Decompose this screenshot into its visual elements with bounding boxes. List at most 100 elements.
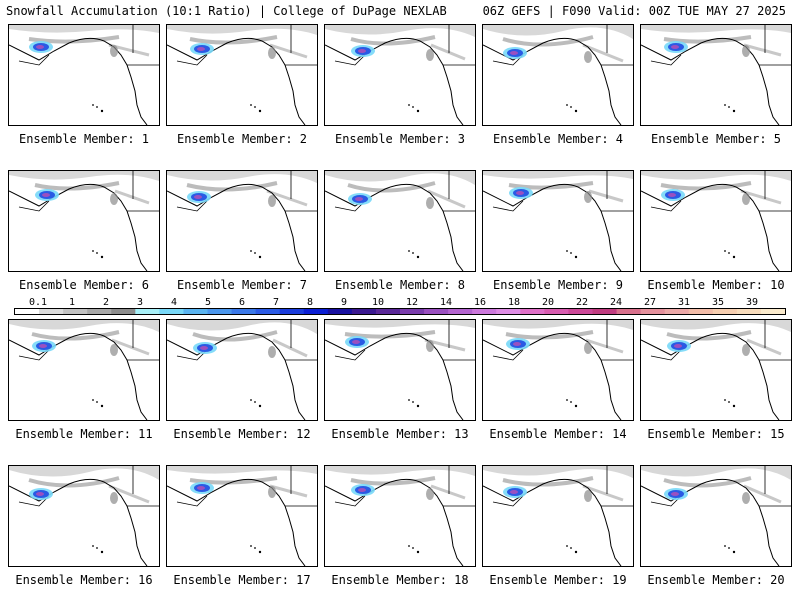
colorbar-swatch xyxy=(135,309,160,314)
snowfall-map xyxy=(166,24,318,126)
colorbar-swatch xyxy=(159,309,184,314)
colorbar-swatch xyxy=(15,309,40,314)
panel-label: Ensemble Member: 18 xyxy=(331,573,469,587)
colorbar-swatch xyxy=(472,309,497,314)
snowfall-map xyxy=(482,24,634,126)
panel-label: Ensemble Member: 6 xyxy=(18,278,150,292)
colorbar-swatch xyxy=(400,309,425,314)
colorbar-swatch xyxy=(712,309,738,314)
colorbar-tick-label: 0.1 xyxy=(28,297,48,308)
ensemble-panel-11: Ensemble Member: 11 xyxy=(8,319,160,448)
panel-label: Ensemble Member: 9 xyxy=(492,278,624,292)
colorbar-swatch xyxy=(424,309,449,314)
colorbar-swatch xyxy=(207,309,233,314)
colorbar-tick-label: 4 xyxy=(170,297,178,308)
ensemble-panel-8: Ensemble Member: 8 xyxy=(324,170,476,299)
colorbar-tick-label: 22 xyxy=(575,297,589,308)
colorbar-swatch xyxy=(111,309,136,314)
ensemble-panel-3: Ensemble Member: 3 xyxy=(324,24,476,153)
panel-label: Ensemble Member: 19 xyxy=(489,573,627,587)
colorbar-tick-label: 1 xyxy=(68,297,76,308)
snowfall-map xyxy=(640,319,792,421)
colorbar-tick-label: 10 xyxy=(371,297,385,308)
colorbar-swatch xyxy=(520,309,545,314)
ensemble-panel-18: Ensemble Member: 18 xyxy=(324,465,476,594)
colorbar-tick-label: 24 xyxy=(609,297,623,308)
colorbar-swatch xyxy=(375,309,401,314)
panel-label: Ensemble Member: 12 xyxy=(173,427,311,441)
snowfall-map xyxy=(8,24,160,126)
panel-label: Ensemble Member: 17 xyxy=(173,573,311,587)
colorbar-tick-label: 5 xyxy=(204,297,212,308)
panel-label: Ensemble Member: 14 xyxy=(489,427,627,441)
colorbar-tick-label: 31 xyxy=(677,297,691,308)
snowfall-map xyxy=(482,170,634,272)
snowfall-map xyxy=(482,465,634,567)
colorbar-swatch xyxy=(736,309,762,314)
colorbar-tick-label: 7 xyxy=(272,297,280,308)
colorbar-swatch xyxy=(592,309,618,314)
run-valid-time: 06Z GEFS | F090 Valid: 00Z TUE MAY 27 20… xyxy=(482,4,786,18)
ensemble-panel-15: Ensemble Member: 15 xyxy=(640,319,792,448)
snowfall-colorbar: 0.1 1 2 3 4 5 6 7 8 9 10 12 14 16 18 20 22 24 27 31 35 39 xyxy=(14,297,786,317)
snowfall-map xyxy=(166,170,318,272)
ensemble-panel-9: Ensemble Member: 9 xyxy=(482,170,634,299)
colorbar-swatch xyxy=(255,309,281,314)
panel-label: Ensemble Member: 20 xyxy=(647,573,785,587)
colorbar-swatch xyxy=(760,309,785,314)
colorbar-swatch xyxy=(231,309,257,314)
ensemble-panel-6: Ensemble Member: 6 xyxy=(8,170,160,299)
ensemble-panel-12: Ensemble Member: 12 xyxy=(166,319,318,448)
snowfall-map xyxy=(166,319,318,421)
ensemble-panel-17: Ensemble Member: 17 xyxy=(166,465,318,594)
colorbar-tick-label: 9 xyxy=(340,297,348,308)
ensemble-panel-1: Ensemble Member: 1 xyxy=(8,24,160,153)
colorbar-tick-label: 18 xyxy=(507,297,521,308)
snowfall-map xyxy=(324,170,476,272)
colorbar-tick-label: 39 xyxy=(745,297,759,308)
colorbar-tick-label: 20 xyxy=(541,297,555,308)
panel-label: Ensemble Member: 11 xyxy=(15,427,153,441)
snowfall-map xyxy=(482,319,634,421)
colorbar-swatch xyxy=(39,309,64,314)
colorbar-swatch xyxy=(327,309,353,314)
colorbar-swatch xyxy=(568,309,594,314)
colorbar-swatch xyxy=(544,309,569,314)
panel-label: Ensemble Member: 15 xyxy=(647,427,785,441)
colorbar-swatch xyxy=(63,309,88,314)
colorbar-swatch xyxy=(640,309,666,314)
colorbar-tick-label: 35 xyxy=(711,297,725,308)
colorbar-swatch xyxy=(664,309,690,314)
colorbar-tick-label: 8 xyxy=(306,297,314,308)
snowfall-map xyxy=(8,465,160,567)
ensemble-panel-19: Ensemble Member: 19 xyxy=(482,465,634,594)
panel-label: Ensemble Member: 1 xyxy=(18,132,150,146)
colorbar-swatch xyxy=(303,309,329,314)
panel-label: Ensemble Member: 10 xyxy=(647,278,785,292)
ensemble-panel-14: Ensemble Member: 14 xyxy=(482,319,634,448)
ensemble-panel-5: Ensemble Member: 5 xyxy=(640,24,792,153)
snowfall-map xyxy=(324,465,476,567)
snowfall-map xyxy=(640,24,792,126)
panel-label: Ensemble Member: 8 xyxy=(334,278,466,292)
colorbar-tick-label: 27 xyxy=(643,297,657,308)
snowfall-map xyxy=(640,170,792,272)
colorbar-swatch xyxy=(448,309,473,314)
colorbar-tick-label: 16 xyxy=(473,297,487,308)
snowfall-map xyxy=(8,170,160,272)
colorbar-tick-label: 6 xyxy=(238,297,246,308)
colorbar-tick-label: 3 xyxy=(136,297,144,308)
colorbar-swatch xyxy=(183,309,209,314)
colorbar-labels: 0.1 1 2 3 4 5 6 7 8 9 10 12 14 16 18 20 22 24 27 31 35 39 xyxy=(14,297,786,308)
colorbar-tick-label: 12 xyxy=(405,297,419,308)
ensemble-panel-13: Ensemble Member: 13 xyxy=(324,319,476,448)
ensemble-panel-7: Ensemble Member: 7 xyxy=(166,170,318,299)
colorbar-swatch xyxy=(496,309,521,314)
panel-label: Ensemble Member: 16 xyxy=(15,573,153,587)
panel-label: Ensemble Member: 2 xyxy=(176,132,308,146)
panel-label: Ensemble Member: 13 xyxy=(331,427,469,441)
snowfall-map xyxy=(8,319,160,421)
panel-label: Ensemble Member: 4 xyxy=(492,132,624,146)
colorbar-swatch xyxy=(351,309,377,314)
product-title: Snowfall Accumulation (10:1 Ratio) | Col… xyxy=(6,4,447,18)
